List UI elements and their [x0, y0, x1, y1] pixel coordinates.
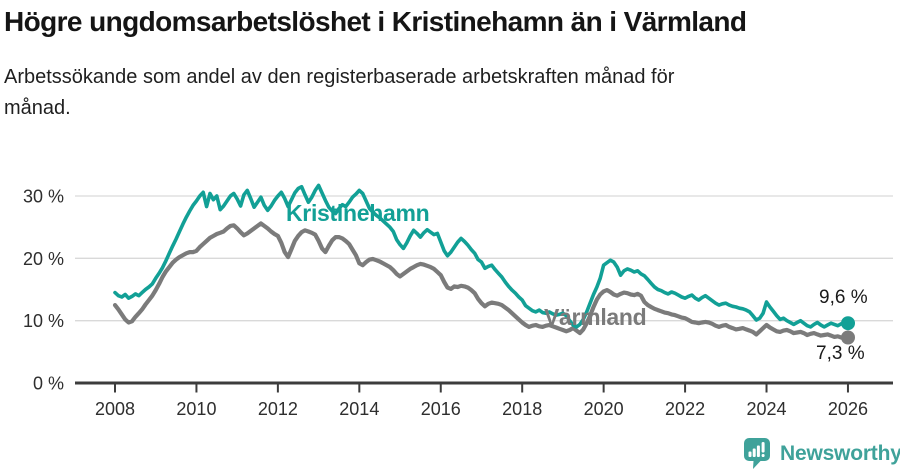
- newsworthy-speech-bubble-chart-icon: [744, 438, 770, 469]
- x-axis-tick-label: 2020: [584, 399, 624, 419]
- x-axis-tick-label: 2024: [746, 399, 786, 419]
- x-axis-tick-label: 2012: [258, 399, 298, 419]
- series-end-dot-varmland: [841, 330, 855, 345]
- x-axis-tick-label: 2008: [95, 399, 135, 419]
- x-axis-tick-label: 2010: [176, 399, 216, 419]
- series-line-varmland: [112, 221, 851, 341]
- x-axis-tick-label: 2016: [421, 399, 461, 419]
- y-axis-tick-label: 10 %: [23, 311, 64, 331]
- series-label-kristinehamn: Kristinehamn: [286, 200, 430, 226]
- x-axis-tick-label: 2022: [665, 399, 705, 419]
- end-value-label-kristinehamn: 9,6 %: [819, 287, 868, 308]
- chart-title: Högre ungdomsarbetslöshet i Kristinehamn…: [4, 6, 747, 37]
- x-axis-tick-label: 2026: [828, 399, 868, 419]
- x-axis-tick-label: 2018: [502, 399, 542, 419]
- series-end-dot-kristinehamn: [841, 316, 855, 331]
- mini-bar-chart-glyph: [748, 442, 765, 457]
- y-axis-tick-label: 20 %: [23, 249, 64, 269]
- y-axis-tick-label: 0 %: [33, 374, 64, 394]
- series-label-varmland: Värmland: [544, 304, 647, 330]
- newsworthy-logo[interactable]: Newsworthy: [744, 438, 900, 470]
- newsworthy-logo-text: Newsworthy: [780, 442, 900, 465]
- x-axis-tick-label: 2014: [339, 399, 379, 419]
- chart-subtitle: Arbetssökande som andel av den registerb…: [4, 66, 675, 119]
- end-value-label-varmland: 7,3 %: [816, 343, 865, 364]
- series-line-kristinehamn: [113, 183, 850, 329]
- y-axis-tick-label: 30 %: [23, 187, 64, 207]
